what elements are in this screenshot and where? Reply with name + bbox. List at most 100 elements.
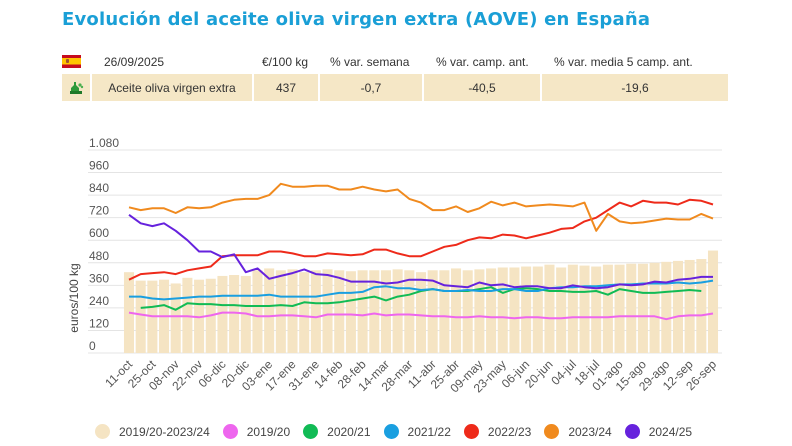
y-tick-label: 840: [89, 181, 109, 195]
olive-oil-icon: [70, 81, 84, 94]
campaign-lines: [128, 182, 714, 321]
var-week-value: -0,7: [320, 74, 424, 101]
average-bars: [123, 250, 719, 353]
legend-dot-icon: [383, 424, 399, 439]
legend-dot-icon: [95, 424, 110, 439]
bar: [684, 259, 695, 353]
bar: [649, 262, 660, 353]
legend-label: 2020/21: [327, 424, 371, 439]
legend-label: 2021/22: [407, 424, 451, 439]
bar: [626, 263, 637, 353]
var-prev-campaign-value: -40,5: [424, 74, 542, 101]
price-summary-table: 26/09/2025 €/100 kg % var. semana % var.…: [62, 49, 728, 101]
bar: [252, 270, 263, 353]
col-header-price: €/100 kg: [262, 54, 309, 69]
bar: [567, 264, 578, 353]
page-title: Evolución del aceite oliva virgen extra …: [62, 9, 651, 30]
bar: [637, 263, 648, 353]
bar: [229, 274, 240, 353]
y-tick-label: 0: [89, 339, 96, 353]
legend-item[interactable]: 2019/20-2023/24: [95, 424, 210, 439]
bar: [462, 270, 473, 353]
bar: [170, 283, 181, 353]
bar: [532, 266, 543, 353]
legend-item[interactable]: 2020/21: [303, 424, 371, 439]
bar: [123, 272, 135, 353]
bar: [614, 264, 625, 353]
x-axis-ticks: 11-oct25-oct08-nov22-nov06-dic20-dic03-e…: [102, 357, 719, 396]
bar: [661, 261, 672, 353]
y-tick-label: 1.080: [89, 136, 119, 150]
bar: [415, 272, 427, 353]
table-header-row: 26/09/2025 €/100 kg % var. semana % var.…: [62, 49, 728, 74]
y-tick-label: 120: [89, 316, 109, 330]
bar: [287, 269, 298, 353]
legend-label: 2023/24: [568, 424, 612, 439]
table-row: Aceite oliva virgen extra 437 -0,7 -40,5…: [62, 74, 728, 101]
bar: [357, 270, 368, 353]
bar: [345, 271, 356, 353]
bar: [696, 259, 707, 353]
bar: [275, 270, 286, 353]
bar: [334, 270, 345, 353]
price-value: 437: [254, 74, 320, 101]
bar: [451, 268, 462, 353]
bar: [404, 270, 415, 353]
col-header-var-prev-campaign: % var. camp. ant.: [436, 54, 529, 69]
bar: [299, 272, 310, 353]
bar: [486, 268, 497, 353]
legend-dot-icon: [544, 424, 560, 439]
y-axis-ticks: 0 120 240 360 480 600 720 840 960 1.080: [89, 136, 119, 353]
bar: [521, 266, 532, 353]
bar: [591, 266, 602, 353]
legend-item[interactable]: 2019/20: [222, 424, 291, 439]
bar: [369, 270, 380, 353]
x-tick-label: 04-jul: [548, 357, 579, 388]
bar: [392, 269, 403, 353]
legend-item[interactable]: 2023/24: [544, 424, 612, 439]
spain-flag-icon: [62, 55, 81, 68]
legend-item[interactable]: 2021/22: [383, 424, 451, 439]
bar: [135, 280, 146, 353]
series-line-2019-20: [128, 311, 714, 321]
y-tick-label: 960: [89, 159, 109, 173]
legend-dot-icon: [624, 424, 640, 439]
bar: [427, 270, 438, 353]
col-header-var-week: % var. semana: [330, 54, 410, 69]
y-tick-label: 360: [89, 271, 109, 285]
bar: [264, 268, 275, 353]
legend-item[interactable]: 2024/25: [624, 424, 693, 439]
y-tick-label: 480: [89, 249, 109, 263]
bar: [707, 250, 719, 353]
bar: [310, 270, 321, 353]
report-date: 26/09/2025: [104, 54, 165, 69]
legend-dot-icon: [222, 424, 238, 439]
legend-dot-icon: [463, 424, 479, 439]
bar: [602, 264, 613, 353]
col-header-var-5-campaign: % var. media 5 camp. ant.: [554, 54, 693, 69]
price-evolution-chart: 0 120 240 360 480 600 720 840 960 1.080 11-oct25-…: [67, 136, 722, 396]
bar: [544, 264, 555, 353]
y-tick-label: 720: [89, 204, 109, 218]
legend-label: 2019/20-2023/24: [119, 424, 210, 439]
legend-label: 2024/25: [648, 424, 693, 439]
product-name: Aceite oliva virgen extra: [92, 74, 254, 101]
bar: [322, 269, 333, 353]
series-line-2024-25: [128, 213, 713, 290]
legend-label: 2022/23: [487, 424, 532, 439]
legend-item[interactable]: 2022/23: [463, 424, 532, 439]
bar: [497, 267, 508, 353]
bar: [509, 267, 520, 353]
series-line-2023-24: [128, 182, 714, 232]
legend-dot-icon: [303, 424, 319, 439]
y-tick-label: 600: [89, 226, 109, 240]
bar: [439, 270, 450, 353]
chart-legend: 2019/20-2023/24 2019/20 2020/21 2021/22 2022…: [95, 424, 705, 439]
y-tick-label: 240: [89, 294, 109, 308]
bar: [556, 267, 567, 353]
bar: [217, 275, 228, 353]
y-axis-label: euros/100 kg: [67, 263, 81, 332]
legend-label: 2019/20: [246, 424, 291, 439]
grid: [88, 149, 722, 354]
var-5-campaign-value: -19,6: [621, 80, 649, 95]
